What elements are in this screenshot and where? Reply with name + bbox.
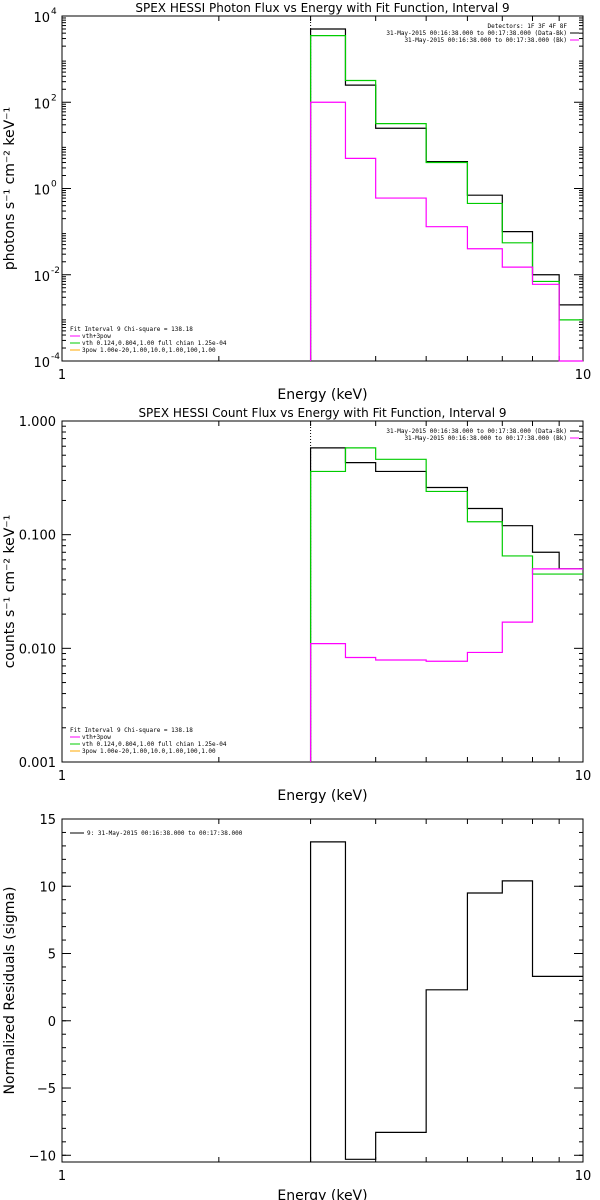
y-tick-base: 10 [33,356,50,371]
y-tick-label: 0.001 [19,756,56,771]
panel-1: SPEX HESSI Photon Flux vs Energy with Fi… [2,1,591,403]
y-axis-label: counts s⁻¹ cm⁻² keV⁻¹ [2,515,18,669]
y-tick-base: 10 [33,97,50,112]
y-tick-label: 15 [39,813,56,828]
y-tick-label: 10 4 [33,7,57,26]
x-tick-label: 10 [575,769,592,784]
chart-title: SPEX HESSI Count Flux vs Energy with Fit… [138,406,506,420]
y-tick-label: 10 0 [33,180,57,199]
legend-entry: 31-May-2015 00:16:38.000 to 00:17:38.000… [404,435,567,442]
y-tick-label: 0.010 [19,642,56,657]
plot-frame [61,420,584,763]
y-tick-exponent: 2 [51,93,57,103]
x-axis-label: Energy (keV) [277,387,367,403]
legend-entry: 9: 31-May-2015 00:16:38.000 to 00:17:38.… [87,830,243,837]
series-vth [309,447,583,762]
y-tick-base: 10 [33,270,50,285]
legend-entry: Fit Interval 9 Chi-square = 138.18 [70,727,193,734]
x-tick-label: 1 [58,769,66,784]
series-data [309,28,583,361]
panel-2: SPEX HESSI Count Flux vs Energy with Fit… [2,406,591,804]
y-tick-label: 10 -2 [33,266,60,285]
series-data [309,841,583,1162]
y-tick-base: 10 [33,11,50,26]
legend-entry: vth 0.124,0.804,1.00 full chian 1.25e-04 [82,340,227,347]
plot-frame [61,15,584,362]
legend-entry: vth+3pow [82,333,111,340]
legend-entry: vth+3pow [82,734,111,741]
x-tick-label: 10 [575,368,592,383]
x-axis-label: Energy (keV) [277,1188,367,1200]
y-tick-label: 10 -4 [33,352,60,371]
y-tick-exponent: 4 [51,7,57,17]
legend-entry: 31-May-2015 00:16:38.000 to 00:17:38.000… [386,30,567,37]
series-total [309,568,583,762]
legend-entry: 3pow 1.00e-20,1.00,10.0,1.00,100,1.00 [82,347,216,354]
y-axis-label: Normalized Residuals (sigma) [2,887,18,1095]
y-tick-exponent: 0 [51,180,57,190]
legend-entry: 31-May-2015 00:16:38.000 to 00:17:38.000… [404,37,567,44]
chart-title: SPEX HESSI Photon Flux vs Energy with Fi… [135,1,509,15]
legend-entry: Detectors: 1F 3F 4F 8F [488,23,568,30]
y-tick-label: 1.000 [19,415,56,430]
x-tick-label: 10 [575,1169,592,1184]
y-tick-label: 10 2 [33,93,56,112]
y-tick-label: 10 [39,880,56,895]
legend-entry: Fit Interval 9 Chi-square = 138.18 [70,326,193,333]
y-tick-exponent: -2 [51,266,60,276]
y-axis-label: photons s⁻¹ cm⁻² keV⁻¹ [2,107,18,270]
y-tick-label: 0.100 [19,529,56,544]
y-tick-label: −10 [29,1149,56,1164]
panel-3: 1 10 Energy (keV) 15 10 5 0 −5 −10 Normalized Res… [2,813,591,1200]
series-vth [309,35,583,361]
x-tick-label: 1 [58,368,66,383]
plot-frame [61,818,584,1163]
y-tick-label: 5 [48,948,56,963]
y-tick-label: −5 [37,1082,56,1097]
series-total [309,101,583,362]
x-tick-label: 1 [58,1169,66,1184]
y-tick-exponent: -4 [51,352,60,362]
legend-entry: vth 0.124,0.804,1.00 full chian 1.25e-04 [82,741,227,748]
y-tick-label: 0 [48,1015,56,1030]
legend-entry: 31-May-2015 00:16:38.000 to 00:17:38.000… [386,428,567,435]
y-tick-base: 10 [33,184,50,199]
legend-entry: 3pow 1.00e-20,1.00,10.0,1.00,100,1.00 [82,748,216,755]
series-data [309,447,583,762]
x-axis-label: Energy (keV) [277,788,367,804]
